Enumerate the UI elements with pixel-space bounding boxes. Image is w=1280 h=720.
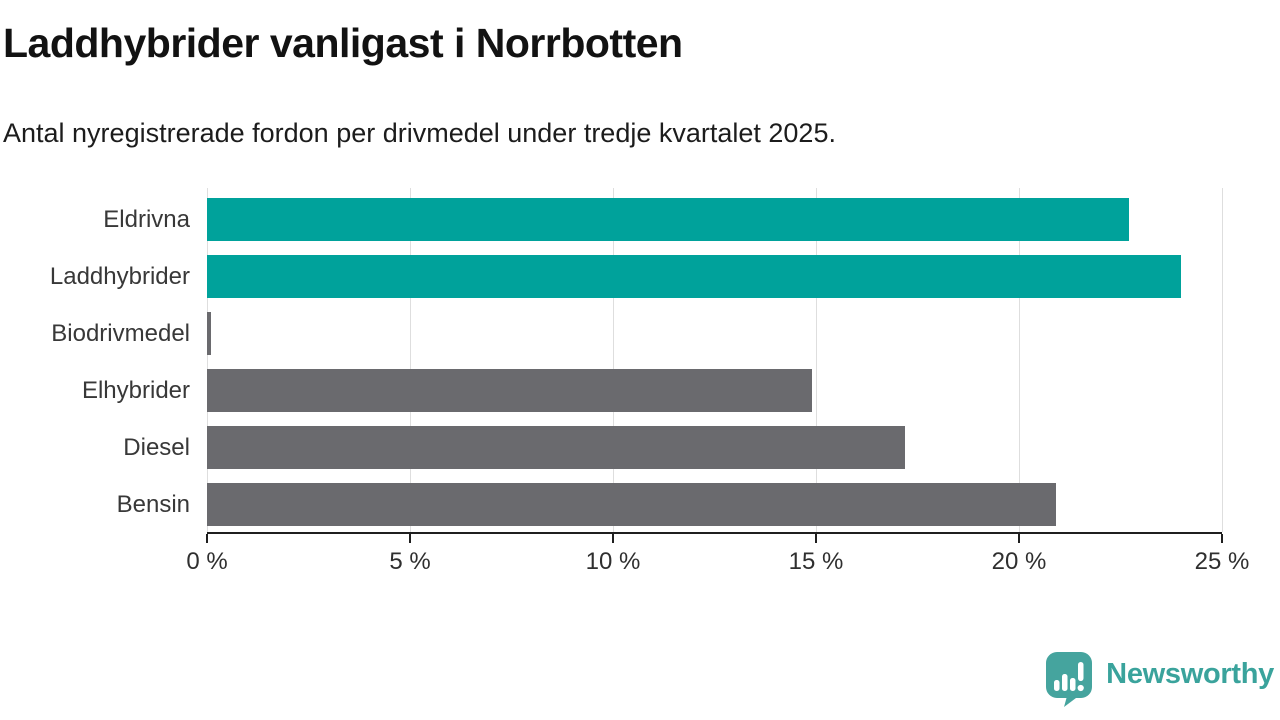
x-axis-tick-label: 10 % xyxy=(585,548,641,575)
gridline xyxy=(613,188,614,532)
x-axis-tick xyxy=(1018,534,1020,543)
category-label: Bensin xyxy=(116,491,190,518)
newsworthy-brand-text: Newsworthy xyxy=(1106,658,1274,690)
bar-laddhybrider xyxy=(207,255,1182,298)
plot-area: Eldrivna Laddhybrider Biodrivmedel Elhybrid… xyxy=(50,188,1249,575)
x-axis-tick xyxy=(612,534,614,543)
bar-biodrivmedel xyxy=(207,312,212,355)
x-axis-tick-label: 20 % xyxy=(991,548,1047,575)
bar-bensin xyxy=(207,483,1056,526)
gridline xyxy=(410,188,411,532)
x-axis-tick-label: 25 % xyxy=(1194,548,1250,575)
category-label: Diesel xyxy=(123,434,190,461)
category-label: Eldrivna xyxy=(103,206,190,233)
x-axis-tick xyxy=(815,534,817,543)
bar-elhybrider xyxy=(207,369,812,412)
bar-eldrivna xyxy=(207,198,1129,241)
chart-subtitle: Antal nyregistrerade fordon per drivmede… xyxy=(3,118,836,148)
newsworthy-bubble-chart-icon xyxy=(1045,651,1093,712)
x-axis-tick xyxy=(206,534,208,543)
gridline xyxy=(816,188,817,532)
x-axis-tick xyxy=(1221,534,1223,543)
category-label: Laddhybrider xyxy=(49,263,190,290)
bar-diesel xyxy=(207,426,906,469)
x-axis-tick xyxy=(409,534,411,543)
x-axis-tick-label: 0 % xyxy=(186,548,228,575)
gridline xyxy=(1222,188,1223,532)
x-axis-tick-label: 5 % xyxy=(389,548,431,575)
gridline xyxy=(1019,188,1020,532)
category-label: Elhybrider xyxy=(81,377,190,404)
newsworthy-logo: Newsworthy xyxy=(1045,651,1274,712)
gridline xyxy=(207,188,208,532)
category-label: Biodrivmedel xyxy=(51,320,190,347)
page-title: Laddhybrider vanligast i Norrbotten xyxy=(3,20,683,66)
x-axis-tick-label: 15 % xyxy=(788,548,844,575)
